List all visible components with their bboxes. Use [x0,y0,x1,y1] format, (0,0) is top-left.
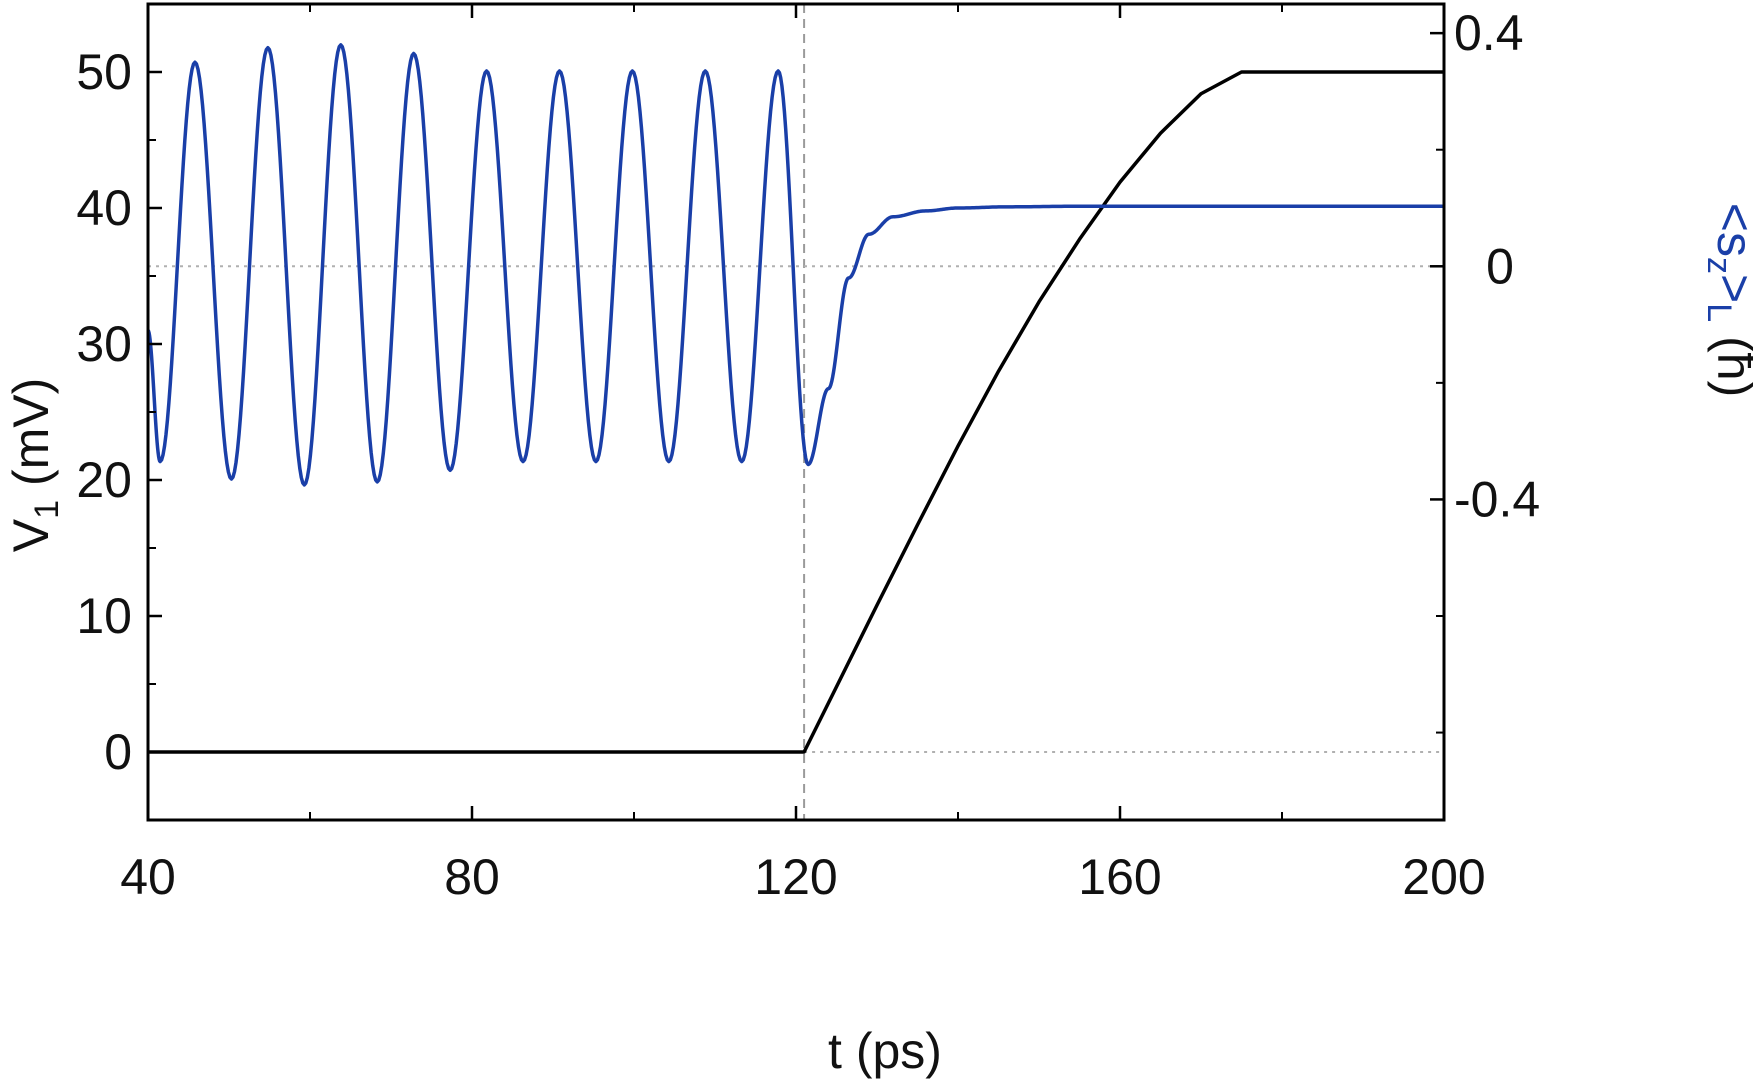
y-right-title-bracket: > [1707,274,1753,303]
y-left-tick-label: 50 [76,44,132,100]
y-right-title-subscript-l: L [1700,303,1738,322]
y-left-title-subscript: 1 [28,500,66,519]
y-left-axis-title: V1 (mV) [3,378,66,552]
reference-lines [148,4,1444,820]
y-right-tick-label: 0.4 [1454,5,1524,61]
y-right-title-unit: (ħ) [1707,336,1753,397]
series-line-voltage-v1 [148,70,1444,754]
y-left-tick-label: 10 [76,588,132,644]
x-tick-label: 200 [1402,849,1485,905]
x-tick-label: 160 [1078,849,1161,905]
y-left-tick-label: 40 [76,180,132,236]
y-left-tick-label: 20 [76,452,132,508]
y-right-axis-title: <sz>L (ħ) [1700,203,1753,397]
x-tick-label: 40 [120,849,176,905]
axis-ticks: 40 80 120 160 200 0 10 20 30 40 50 -0.4 0 0.4 [76,3,1540,905]
y-left-title-main: V [3,518,59,552]
plot-frame [146,2,1446,822]
series-layer [148,43,1444,754]
y-right-title-main: <s [1707,203,1753,257]
x-tick-label: 120 [754,849,837,905]
x-axis-title: t (ps) [828,1023,942,1079]
series-line-spin-sz [148,43,1444,487]
y-left-tick-label: 30 [76,316,132,372]
y-left-title-unit: (mV) [3,378,59,500]
x-tick-label: 80 [444,849,500,905]
y-right-tick-label: 0 [1486,238,1514,294]
y-left-tick-label: 0 [104,724,132,780]
y-right-title-subscript-z: z [1700,257,1738,274]
y-right-tick-label: -0.4 [1454,471,1540,527]
